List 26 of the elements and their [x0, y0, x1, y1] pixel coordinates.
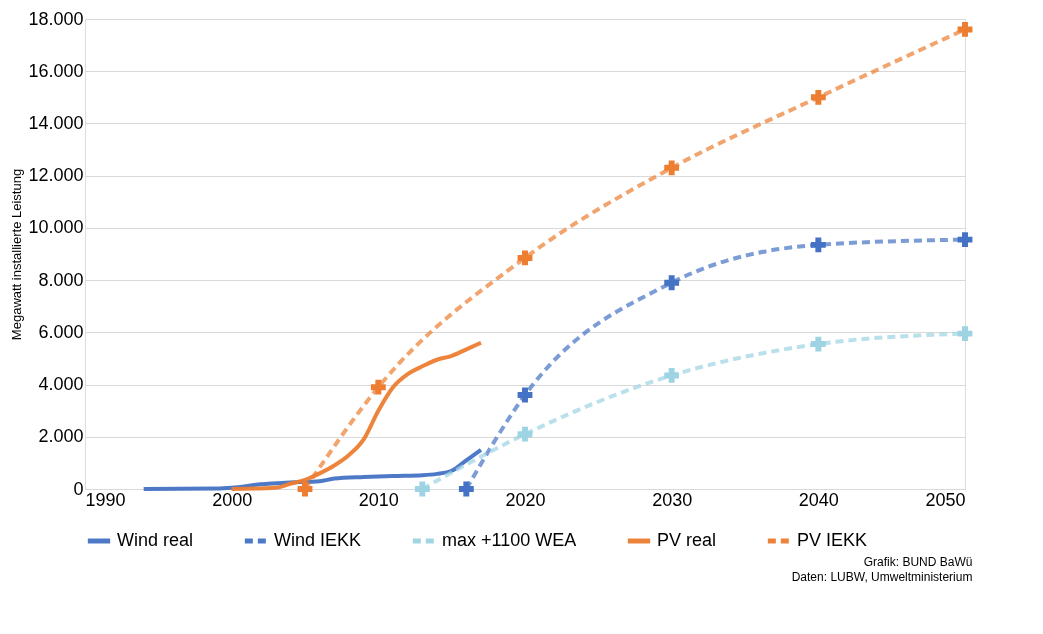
- line-series: [141, 447, 483, 491]
- x-tick-label: 1990: [85, 489, 126, 510]
- legend-label: max +1100 WEA: [442, 530, 577, 550]
- x-tick-label: 2010: [358, 489, 399, 510]
- y-tick-label: 14.000: [28, 112, 84, 133]
- legend-label: PV IEKK: [797, 530, 868, 550]
- y-tick-label: 12.000: [28, 165, 84, 186]
- x-tick-label: 2000: [212, 489, 253, 510]
- y-axis-title: Megawatt installierte Leistung: [9, 168, 25, 341]
- y-tick-label: 4.000: [38, 374, 84, 395]
- y-tick-label: 6.000: [38, 321, 84, 342]
- x-tick-label: 2020: [505, 489, 546, 510]
- text: Grafik: BUND BaWü: [863, 555, 973, 569]
- y-tick-label: 8.000: [38, 269, 84, 290]
- x-tick-label: 2050: [925, 489, 966, 510]
- y-tick-label: 16.000: [28, 60, 84, 81]
- text: Daten: LUBW, Umweltministerium: [791, 570, 973, 584]
- legend-label: Wind real: [117, 530, 194, 550]
- legend-label: Wind IEKK: [274, 530, 362, 550]
- x-tick-label: 2040: [798, 489, 839, 510]
- y-tick-label: 18.000: [28, 8, 84, 29]
- y-tick-label: 2.000: [38, 426, 84, 447]
- x-tick-label: 2030: [652, 489, 693, 510]
- legend-label: PV real: [657, 530, 717, 550]
- y-tick-label: 0: [73, 478, 84, 499]
- y-tick-label: 10.000: [28, 217, 84, 238]
